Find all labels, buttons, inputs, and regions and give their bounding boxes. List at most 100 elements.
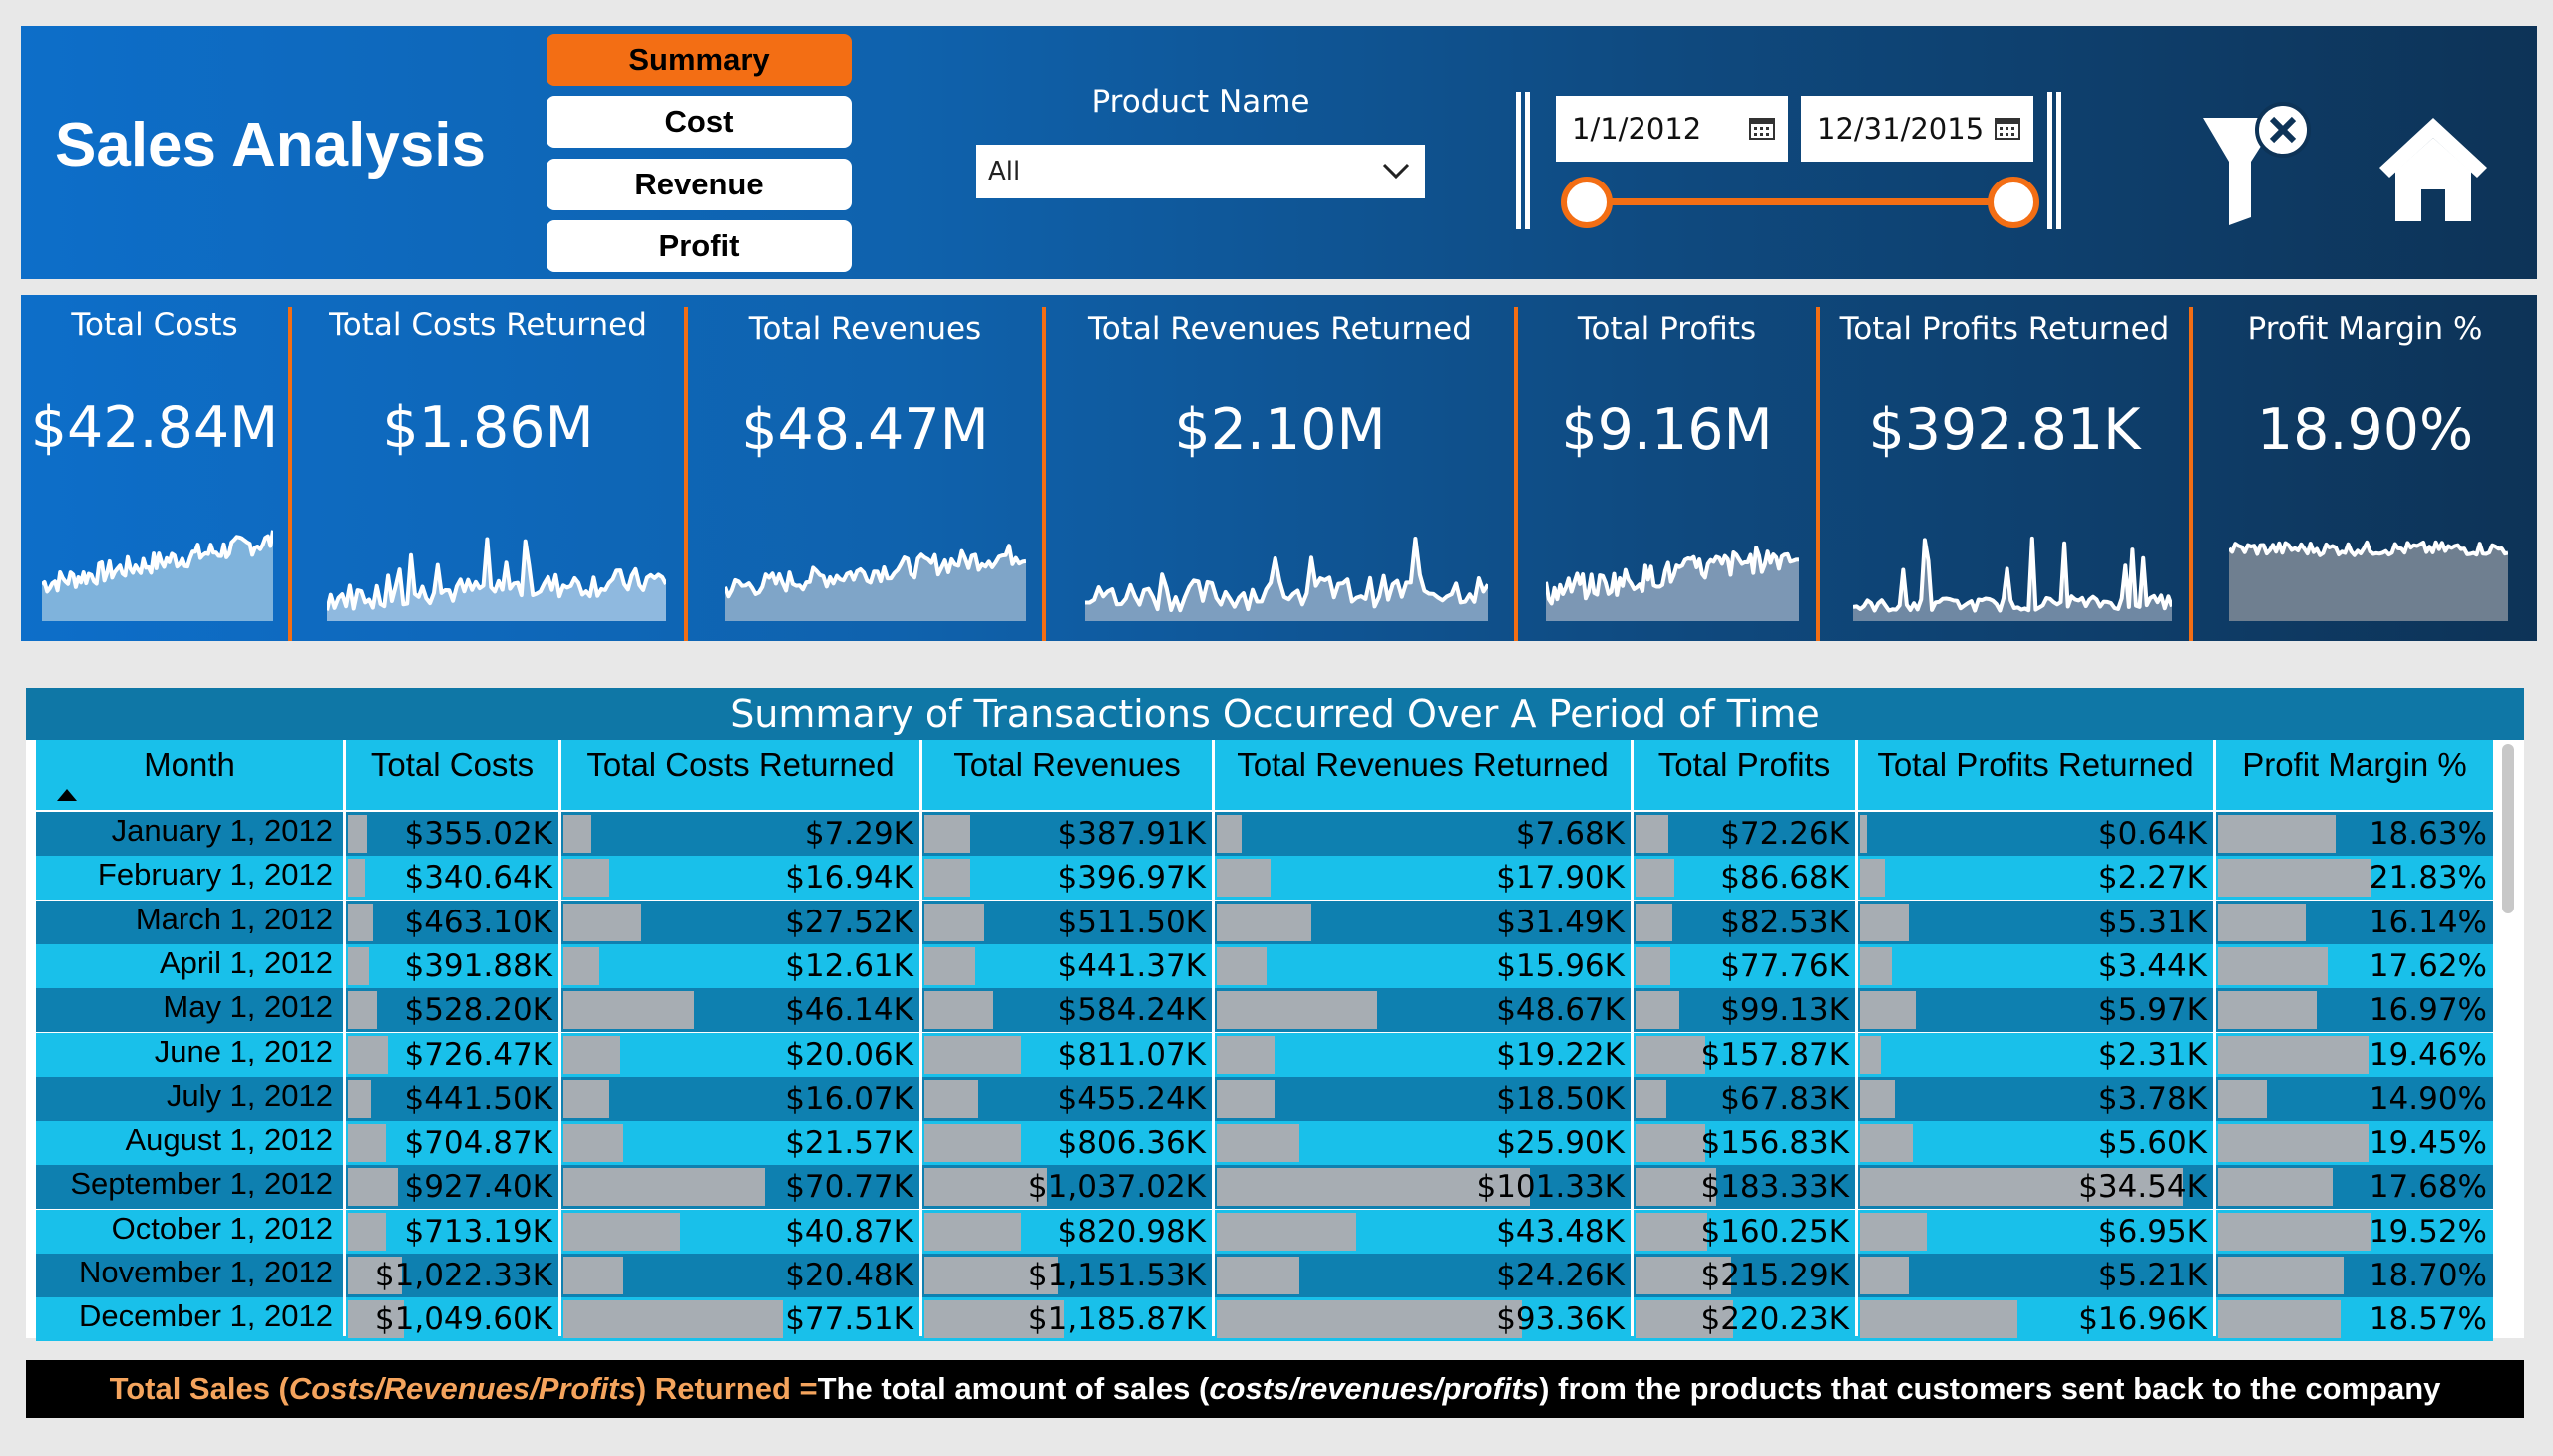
cell-value: $17.90K <box>1496 860 1625 897</box>
cell-total-profits: $86.68K <box>1634 856 1855 900</box>
kpi-profit-margin-label: Profit Margin % <box>2247 311 2483 347</box>
cell-value: $3.78K <box>2097 1080 2207 1117</box>
cell-value: $82.53K <box>1720 904 1849 940</box>
data-bar <box>1860 991 1916 1030</box>
cell-value: $387.91K <box>1057 816 1206 852</box>
table-row[interactable]: September 1, 2012 $927.40K $70.77K $1,037.0… <box>36 1165 2493 1210</box>
column-header-month[interactable]: Month <box>144 746 235 783</box>
cell-value: $157.87K <box>1700 1036 1849 1073</box>
data-bar <box>563 815 591 853</box>
cell-value: $391.88K <box>404 947 552 984</box>
data-bar <box>348 1212 386 1251</box>
cell-value: $3.44K <box>2097 947 2207 984</box>
cell-value: $5.21K <box>2097 1258 2207 1293</box>
cell-total-profits-returned: $34.54K <box>1858 1165 2213 1209</box>
data-bar <box>1217 1124 1299 1163</box>
table-row[interactable]: July 1, 2012 $441.50K $16.07K $455.24K $18.5… <box>36 1076 2493 1121</box>
date-range-slider-track[interactable] <box>1586 198 2014 205</box>
data-bar <box>1636 1079 1666 1118</box>
cell-total-revenues-returned: $25.90K <box>1215 1121 1631 1165</box>
kpi-divider <box>2189 307 2193 641</box>
cell-total-revenues: $455.24K <box>922 1077 1212 1121</box>
data-bar <box>2218 859 2371 898</box>
cell-month: January 1, 2012 <box>111 813 333 848</box>
cell-value: $220.23K <box>1700 1301 1849 1338</box>
data-bar <box>2218 991 2317 1030</box>
column-header-total-profits[interactable]: Total Profits <box>1657 746 1831 783</box>
cell-value: $27.52K <box>785 904 913 940</box>
end-date-value: 12/31/2015 <box>1817 112 1985 146</box>
cell-total-profits-returned: $3.44K <box>1858 944 2213 988</box>
cell-month: December 1, 2012 <box>78 1298 333 1334</box>
table-row[interactable]: November 1, 2012 $1,022.33K $20.48K $1,151.… <box>36 1254 2493 1297</box>
cell-profit-margin: 16.97% <box>2216 988 2493 1032</box>
calendar-icon[interactable] <box>1748 114 1776 142</box>
cell-month: July 1, 2012 <box>166 1077 333 1113</box>
cell-value: $15.96K <box>1496 947 1625 984</box>
table-row[interactable]: February 1, 2012 $340.64K $16.94K $396.97K $… <box>36 856 2493 901</box>
cell-profit-margin: 19.52% <box>2216 1210 2493 1254</box>
kpi-total-revenues-returned-value: $2.10M <box>1174 397 1386 463</box>
column-header-total-revenues-returned[interactable]: Total Revenues Returned <box>1237 746 1609 783</box>
column-header-total-profits-returned[interactable]: Total Profits Returned <box>1877 746 2194 783</box>
cell-total-costs: $340.64K <box>346 856 558 900</box>
kpi-divider <box>1042 307 1046 641</box>
end-date-input[interactable]: 12/31/2015 <box>1801 96 2033 162</box>
cell-month: June 1, 2012 <box>154 1033 333 1069</box>
cell-total-revenues: $387.91K <box>922 812 1212 856</box>
product-filter-dropdown[interactable]: All <box>976 145 1425 198</box>
sparkline-total-revenues <box>725 544 1026 621</box>
nav-cost-button[interactable]: Cost <box>547 96 852 148</box>
start-date-input[interactable]: 1/1/2012 <box>1556 96 1788 162</box>
kpi-profit-margin-value: 18.90% <box>2256 397 2474 463</box>
sort-ascending-icon[interactable] <box>56 788 78 802</box>
table-row[interactable]: March 1, 2012 $463.10K $27.52K $511.50K $31.… <box>36 900 2493 944</box>
data-bar <box>924 1212 1021 1251</box>
date-slider-start-handle[interactable] <box>1561 177 1613 228</box>
nav-summary-button[interactable]: Summary <box>547 34 852 86</box>
column-header-profit-margin[interactable]: Profit Margin % <box>2242 746 2467 783</box>
table-row[interactable]: October 1, 2012 $713.19K $40.87K $820.98K $4… <box>36 1209 2493 1254</box>
data-bar <box>2218 903 2306 941</box>
table-scrollbar[interactable] <box>2502 744 2514 913</box>
clear-filter-icon[interactable] <box>2199 100 2319 229</box>
table-row[interactable]: April 1, 2012 $391.88K $12.61K $441.37K $15.… <box>36 943 2493 988</box>
cell-total-profits-returned: $3.78K <box>1858 1077 2213 1121</box>
kpi-total-revenues-returned-label: Total Revenues Returned <box>1088 311 1472 347</box>
cell-month: November 1, 2012 <box>78 1255 333 1289</box>
cell-total-profits-returned: $2.27K <box>1858 856 2213 900</box>
cell-total-profits-returned: $5.21K <box>1858 1254 2213 1297</box>
column-header-total-revenues[interactable]: Total Revenues <box>953 746 1181 783</box>
home-icon[interactable] <box>2373 112 2493 226</box>
cell-total-revenues-returned: $48.67K <box>1215 988 1631 1032</box>
cell-profit-margin: 14.90% <box>2216 1077 2493 1121</box>
table-row[interactable]: June 1, 2012 $726.47K $20.06K $811.07K $19.2… <box>36 1032 2493 1077</box>
cell-value: $215.29K <box>1700 1258 1849 1293</box>
column-header-total-costs-returned[interactable]: Total Costs Returned <box>586 746 895 783</box>
data-bar <box>563 1168 765 1207</box>
data-bar <box>2218 1035 2369 1074</box>
table-row[interactable]: January 1, 2012 $355.02K $7.29K $387.91K $7.… <box>36 812 2493 856</box>
cell-total-costs: $528.20K <box>346 988 558 1032</box>
data-bar <box>563 1079 609 1118</box>
table-row[interactable]: December 1, 2012 $1,049.60K $77.51K $1,185.… <box>36 1297 2493 1342</box>
cell-value: 16.97% <box>2369 992 2487 1029</box>
nav-revenue-button[interactable]: Revenue <box>547 159 852 210</box>
cell-total-costs: $704.87K <box>346 1121 558 1165</box>
table-row[interactable]: August 1, 2012 $704.87K $21.57K $806.36K $25… <box>36 1121 2493 1166</box>
cell-value: $441.50K <box>404 1080 552 1117</box>
cell-total-profits: $82.53K <box>1634 901 1855 944</box>
calendar-icon[interactable] <box>1994 114 2021 142</box>
data-bar <box>1217 815 1242 853</box>
cell-value: $70.77K <box>785 1169 913 1206</box>
date-slider-end-handle[interactable] <box>1988 177 2039 228</box>
table-row[interactable]: May 1, 2012 $528.20K $46.14K $584.24K $48.67… <box>36 988 2493 1033</box>
data-bar <box>348 1300 404 1339</box>
data-bar <box>2218 1212 2371 1251</box>
column-header-total-costs[interactable]: Total Costs <box>370 746 535 783</box>
cell-total-revenues-returned: $31.49K <box>1215 901 1631 944</box>
cell-total-costs-returned: $20.06K <box>561 1033 919 1077</box>
cell-total-profits: $215.29K <box>1634 1254 1855 1297</box>
data-bar <box>2218 946 2328 985</box>
nav-profit-button[interactable]: Profit <box>547 220 852 272</box>
